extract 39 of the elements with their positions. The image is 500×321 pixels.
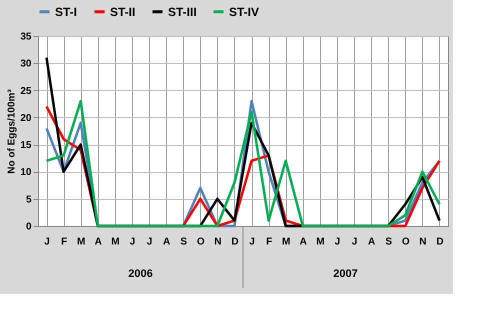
x-tick-label: A [300,236,307,248]
x-tick-label: J [352,236,358,248]
x-tick-label: A [163,236,170,248]
y-tick-label: 30 [20,58,32,70]
x-tick-label: O [402,236,410,248]
x-tick-label: F [61,236,68,248]
x-tick-label: J [334,236,340,248]
y-tick-label: 20 [20,112,32,124]
y-tick-label: 15 [20,140,32,152]
y-tick-label: 0 [26,222,32,232]
x-tick-label: D [231,236,239,248]
x-tick-label: N [214,236,222,248]
text: 2007 [333,268,358,280]
y-axis-title: No of Eggs/100m³ [6,88,18,174]
x-tick-label: J [249,236,255,248]
x-tick-label: M [111,236,120,248]
x-tick-label: A [368,236,376,248]
text: 2006 [128,268,153,280]
x-tick-label: M [77,236,86,248]
x-tick-label: J [146,236,152,248]
x-tick-label: A [94,236,102,248]
x-tick-label: M [316,236,325,248]
y-tick-label: 35 [20,32,32,42]
legend-label: ST-I [55,4,78,19]
x-tick-label: D [436,236,444,248]
legend-label: ST-II [110,4,136,19]
x-tick-label: J [44,236,50,248]
x-tick-label: N [419,236,426,248]
x-tick-label: J [130,236,136,248]
y-tick-label: 25 [20,86,32,97]
x-tick-label: S [385,236,392,248]
legend-label: ST-III [168,4,197,19]
x-tick-label: O [196,236,205,248]
legend-label: ST-IV [229,4,260,19]
x-tick-label: F [266,236,272,248]
x-tick-label: S [180,236,188,248]
y-tick-label: 5 [26,194,32,206]
x-tick-label: M [282,236,290,248]
y-tick-label: 10 [20,167,32,178]
